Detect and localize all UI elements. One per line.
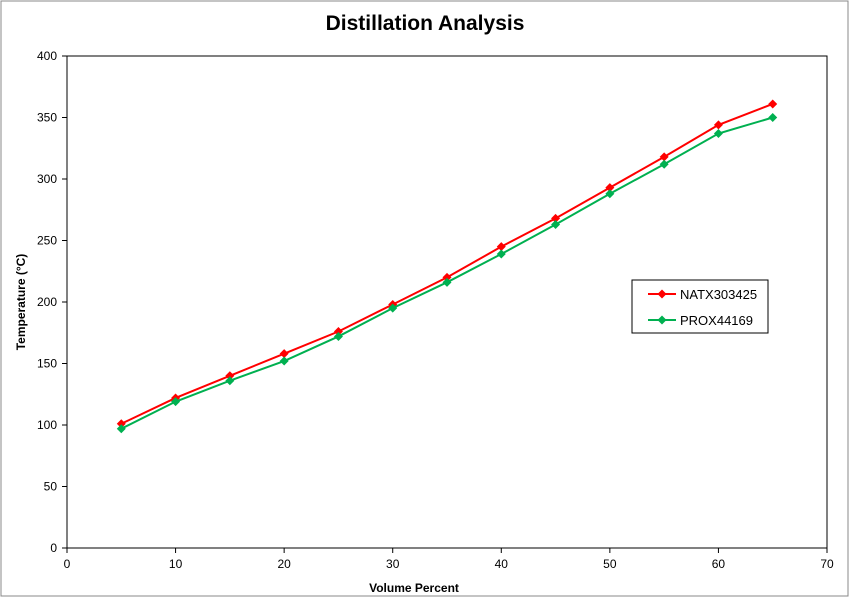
data-point-PROX44169	[768, 113, 778, 122]
x-tick-label: 50	[603, 557, 617, 571]
y-tick-label: 50	[44, 480, 58, 494]
data-point-PROX44169	[659, 159, 669, 169]
data-point-NATX303425	[442, 272, 452, 282]
data-point-NATX303425	[279, 349, 289, 359]
data-point-NATX303425	[496, 242, 506, 252]
data-point-PROX44169	[442, 277, 452, 287]
data-point-PROX44169	[551, 220, 561, 230]
x-tick-label: 40	[495, 557, 509, 571]
data-point-PROX44169	[171, 397, 181, 407]
chart-title: Distillation Analysis	[326, 12, 525, 35]
legend-label: PROX44169	[680, 313, 753, 328]
x-tick-label: 10	[169, 557, 183, 571]
y-axis-label: Temperature (°C)	[14, 254, 28, 351]
legend-marker	[657, 315, 667, 325]
data-point-NATX303425	[659, 152, 669, 162]
x-axis-label: Volume Percent	[369, 581, 459, 595]
data-point-NATX303425	[605, 183, 615, 193]
data-point-PROX44169	[333, 331, 343, 341]
data-point-PROX44169	[225, 376, 235, 386]
y-tick-label: 350	[37, 111, 57, 125]
data-point-NATX303425	[713, 120, 723, 130]
x-tick-label: 20	[277, 557, 291, 571]
data-point-NATX303425	[551, 213, 561, 223]
legend: NATX303425 PROX44169	[631, 279, 769, 334]
y-tick-label: 300	[37, 172, 57, 186]
y-tick-label: 100	[37, 418, 57, 432]
y-tick-label: 200	[37, 295, 57, 309]
data-point-PROX44169	[496, 249, 506, 259]
x-tick-label: 60	[712, 557, 726, 571]
data-point-PROX44169	[713, 128, 723, 138]
series-line-NATX303425	[120, 103, 774, 425]
data-point-NATX303425	[768, 99, 778, 109]
y-tick-label: 150	[37, 357, 57, 371]
data-point-NATX303425	[116, 419, 126, 429]
y-tick-label: 250	[37, 234, 57, 248]
legend-label: NATX303425	[680, 287, 757, 302]
y-tick-label: 0	[50, 541, 57, 555]
data-point-PROX44169	[388, 303, 398, 313]
x-tick-label: 30	[386, 557, 400, 571]
data-point-NATX303425	[225, 371, 235, 381]
legend-box	[631, 279, 769, 334]
legend-marker	[657, 289, 667, 299]
x-tick-label: 70	[820, 557, 834, 571]
data-point-NATX303425	[333, 327, 343, 337]
data-point-PROX44169	[116, 424, 126, 434]
y-tick-label: 400	[37, 49, 57, 63]
x-tick-label: 0	[64, 557, 71, 571]
data-point-PROX44169	[605, 189, 615, 199]
data-point-PROX44169	[279, 356, 289, 366]
